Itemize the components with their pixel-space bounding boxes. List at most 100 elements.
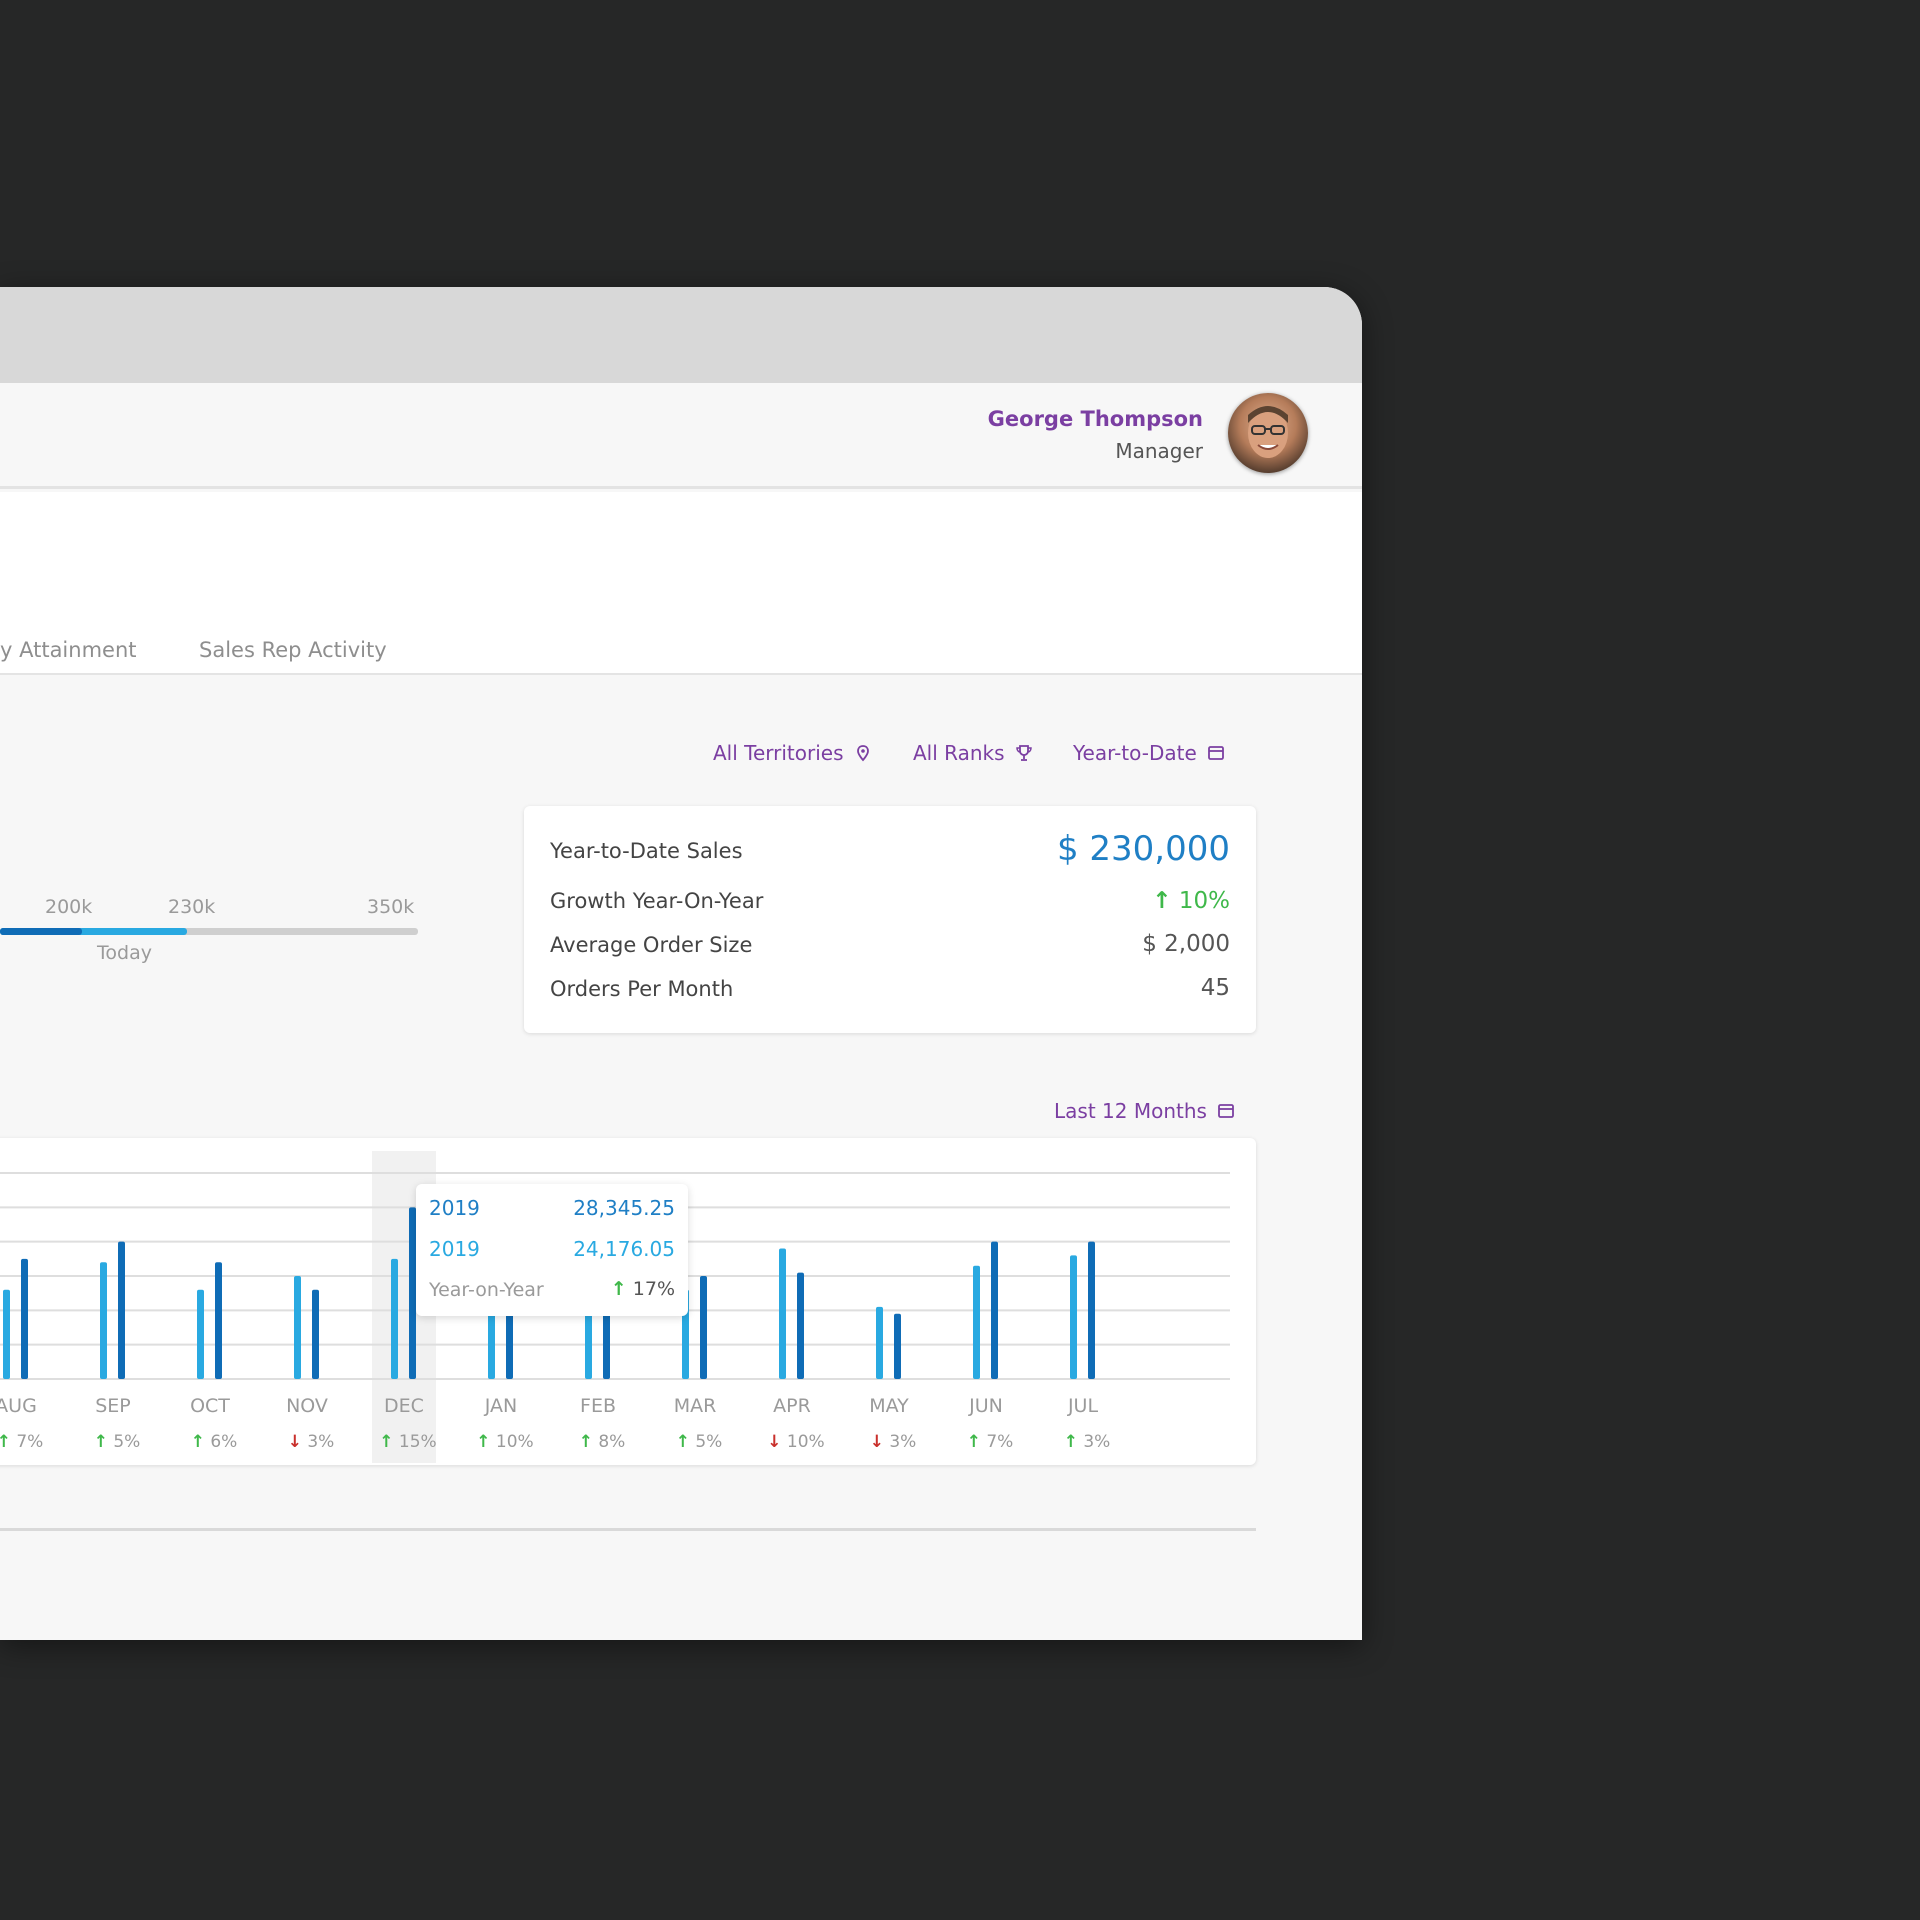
app-window: George Thompson Manager y Attainment Sal… xyxy=(0,287,1362,1640)
bar-series-1[interactable] xyxy=(973,1265,980,1379)
month-change-mar: ↑ 5% xyxy=(664,1432,734,1452)
month-change-value: 10% xyxy=(781,1432,825,1452)
arrow-down-icon: ↓ xyxy=(767,1432,782,1452)
ytd-sales-value: $ 230,000 xyxy=(1056,829,1230,869)
month-change-value: 7% xyxy=(980,1432,1014,1452)
trophy-icon xyxy=(1015,745,1032,761)
bar-series-2[interactable] xyxy=(118,1241,125,1379)
month-change-value: 3% xyxy=(301,1432,335,1452)
month-change-value: 15% xyxy=(393,1432,437,1452)
bar-series-2[interactable] xyxy=(991,1241,998,1379)
month-change-value: 8% xyxy=(592,1432,626,1452)
progress-tick-200k: 200k xyxy=(45,896,93,918)
tooltip-row2-value: 24,176.05 xyxy=(573,1237,675,1261)
bar-series-1[interactable] xyxy=(488,1310,495,1379)
month-label-feb: FEB xyxy=(580,1395,616,1417)
progress-fill xyxy=(0,928,187,935)
filter-chart-period[interactable]: Last 12 Months xyxy=(1054,1099,1235,1123)
filter-territories-label: All Territories xyxy=(713,741,844,765)
app-header: George Thompson Manager xyxy=(0,383,1362,489)
arrow-up-icon: ↑ xyxy=(476,1432,491,1452)
arrow-up-icon: ↑ xyxy=(675,1432,690,1452)
bar-series-2[interactable] xyxy=(409,1207,416,1379)
month-label-nov: NOV xyxy=(286,1395,328,1417)
bar-series-1[interactable] xyxy=(391,1258,398,1379)
bar-series-2[interactable] xyxy=(700,1276,707,1379)
tooltip-row1-value: 28,345.25 xyxy=(573,1196,675,1220)
filter-ranks[interactable]: All Ranks xyxy=(913,741,1033,765)
user-name[interactable]: George Thompson xyxy=(987,407,1203,431)
month-label-mar: MAR xyxy=(673,1395,717,1417)
month-change-sep: ↑ 5% xyxy=(82,1432,152,1452)
bar-series-2[interactable] xyxy=(603,1310,610,1379)
user-role: Manager xyxy=(1115,439,1203,463)
filter-period[interactable]: Year-to-Date xyxy=(1073,741,1225,765)
bar-series-2[interactable] xyxy=(894,1313,901,1379)
bar-series-1[interactable] xyxy=(100,1262,107,1379)
growth-value: ↑ 10% xyxy=(1152,888,1230,914)
month-change-dec: ↑ 15% xyxy=(373,1432,443,1452)
month-label-dec: DEC xyxy=(384,1395,424,1417)
bar-series-2[interactable] xyxy=(215,1262,222,1379)
arrow-up-icon: ↑ xyxy=(578,1432,593,1452)
tab-bar: y Attainment Sales Rep Activity xyxy=(0,492,1362,675)
arrow-down-icon: ↓ xyxy=(287,1432,302,1452)
arrow-up-icon: ↑ xyxy=(610,1278,627,1300)
month-change-value: 3% xyxy=(1077,1432,1111,1452)
month-label-oct: OCT xyxy=(190,1395,230,1417)
bar-series-1[interactable] xyxy=(197,1289,204,1379)
month-change-value: 10% xyxy=(490,1432,534,1452)
filter-territories[interactable]: All Territories xyxy=(713,741,872,765)
avatar-face-icon xyxy=(1248,406,1288,458)
progress-tick-350k: 350k xyxy=(367,896,415,918)
month-change-value: 7% xyxy=(10,1432,44,1452)
bar-series-1[interactable] xyxy=(779,1248,786,1379)
bar-series-1[interactable] xyxy=(294,1276,301,1379)
month-change-jul: ↑ 3% xyxy=(1052,1432,1122,1452)
filter-ranks-label: All Ranks xyxy=(913,741,1005,765)
tooltip-row3-value: ↑ 17% xyxy=(611,1278,675,1300)
tab-attainment[interactable]: y Attainment xyxy=(0,638,137,662)
tooltip-row3-value-text: 17% xyxy=(632,1278,675,1300)
growth-label: Growth Year-On-Year xyxy=(550,889,764,913)
orders-value: 45 xyxy=(1200,975,1230,1001)
bar-series-1[interactable] xyxy=(3,1289,10,1379)
arrow-up-icon: ↑ xyxy=(190,1432,205,1452)
arrow-up-icon: ↑ xyxy=(1152,888,1172,914)
arrow-up-icon: ↑ xyxy=(93,1432,108,1452)
bar-series-2[interactable] xyxy=(1088,1241,1095,1379)
month-change-value: 5% xyxy=(107,1432,141,1452)
bar-series-2[interactable] xyxy=(797,1272,804,1379)
month-label-jul: JUL xyxy=(1067,1395,1099,1417)
bar-series-2[interactable] xyxy=(506,1310,513,1379)
bar-series-1[interactable] xyxy=(876,1306,883,1379)
month-label-sep: SEP xyxy=(95,1395,131,1417)
bar-series-1[interactable] xyxy=(585,1310,592,1379)
month-change-value: 3% xyxy=(883,1432,917,1452)
filter-period-label: Year-to-Date xyxy=(1073,741,1197,765)
bar-series-2[interactable] xyxy=(21,1258,28,1379)
tab-sales-rep-activity[interactable]: Sales Rep Activity xyxy=(199,638,387,662)
growth-value-text: 10% xyxy=(1178,888,1230,914)
month-change-jun: ↑ 7% xyxy=(955,1432,1025,1452)
arrow-up-icon: ↑ xyxy=(1063,1432,1078,1452)
stats-card: Year-to-Date Sales $ 230,000 Growth Year… xyxy=(524,806,1256,1033)
bar-series-2[interactable] xyxy=(312,1289,319,1379)
ytd-sales-label: Year-to-Date Sales xyxy=(550,839,743,863)
progress-today-label: Today xyxy=(97,942,152,964)
calendar-icon xyxy=(1207,746,1224,760)
month-change-value: 5% xyxy=(689,1432,723,1452)
month-label-jan: JAN xyxy=(484,1395,518,1417)
month-change-feb: ↑ 8% xyxy=(567,1432,637,1452)
progress-fill-dark xyxy=(0,928,82,935)
arrow-up-icon: ↑ xyxy=(0,1432,11,1452)
month-change-jan: ↑ 10% xyxy=(470,1432,540,1452)
month-label-aug: AUG xyxy=(0,1395,37,1417)
avatar[interactable] xyxy=(1228,393,1308,473)
month-change-aug: ↑ 7% xyxy=(0,1432,55,1452)
progress-track xyxy=(0,928,418,935)
bar-series-1[interactable] xyxy=(1070,1255,1077,1379)
arrow-up-icon: ↑ xyxy=(379,1432,394,1452)
month-change-oct: ↑ 6% xyxy=(179,1432,249,1452)
month-label-jun: JUN xyxy=(969,1395,1003,1417)
